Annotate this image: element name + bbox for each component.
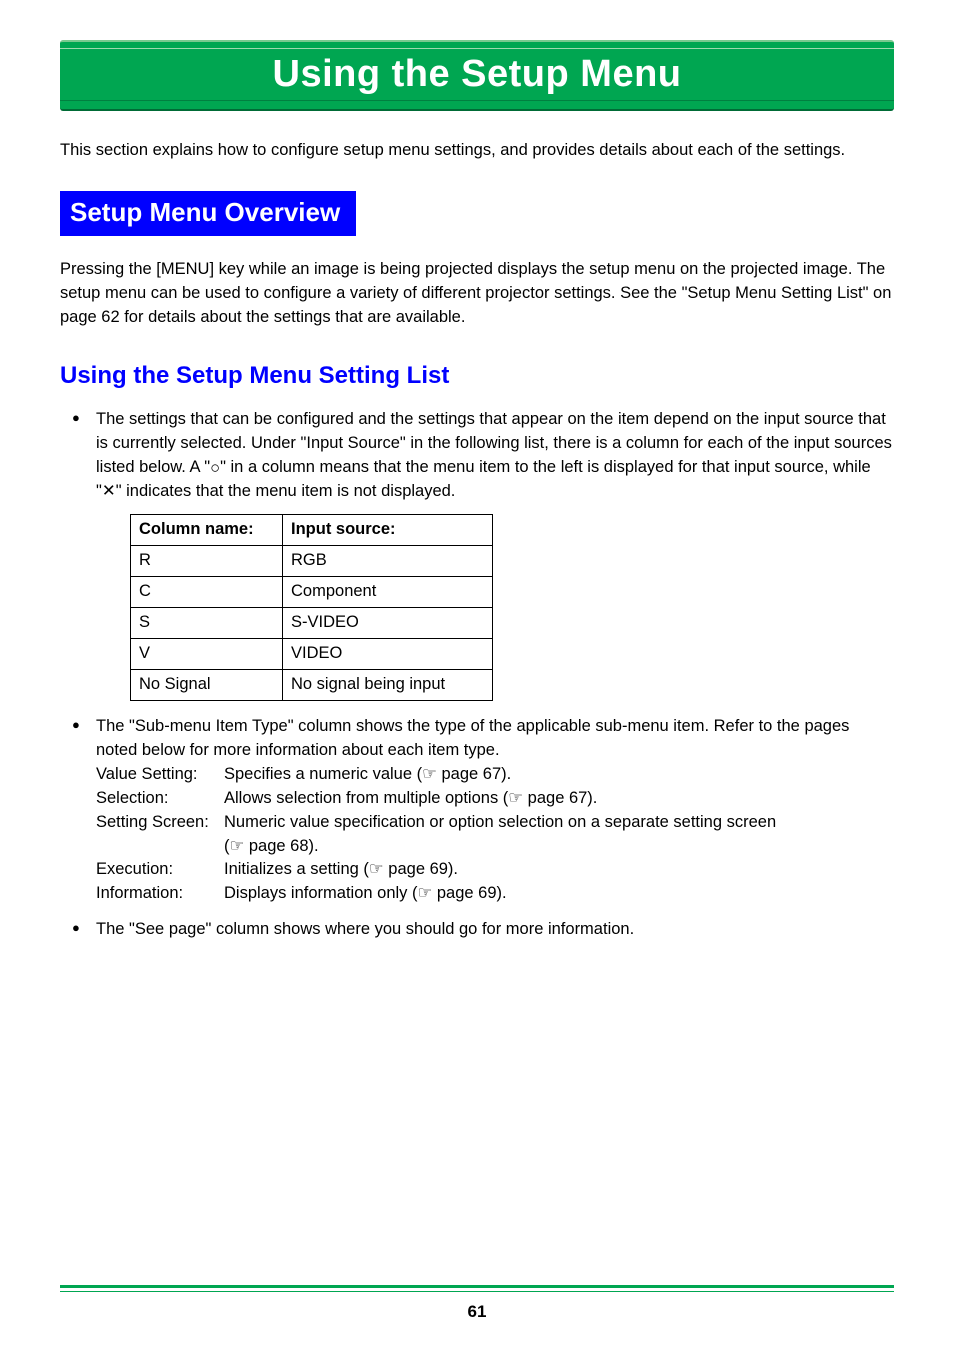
txt: Initializes a setting (: [224, 860, 369, 878]
type-label: Information:: [96, 882, 224, 906]
type-value: Initializes a setting (☞ page 69).: [224, 858, 894, 882]
subsection-heading: Using the Setup Menu Setting List: [60, 362, 894, 390]
type-row-information: Information: Displays information only (…: [96, 882, 894, 906]
table-header-col1: Column name:: [131, 515, 283, 546]
table-cell: RGB: [283, 546, 493, 577]
table-row: No SignalNo signal being input: [131, 669, 493, 700]
pointer-icon: ☞: [418, 884, 433, 902]
type-label: Execution:: [96, 858, 224, 882]
table-cell: S: [131, 608, 283, 639]
pointer-icon: ☞: [369, 860, 384, 878]
txt: page 69).: [432, 884, 506, 902]
type-label: Selection:: [96, 787, 224, 811]
type-label: Setting Screen:: [96, 811, 224, 835]
type-label: Value Setting:: [96, 763, 224, 787]
type-definitions: Value Setting: Specifies a numeric value…: [96, 763, 894, 907]
bullet2-intro: The "Sub-menu Item Type" column shows th…: [96, 715, 894, 763]
table-cell: R: [131, 546, 283, 577]
intro-text: This section explains how to configure s…: [60, 139, 894, 163]
type-row-setting-screen: Setting Screen: Numeric value specificat…: [96, 811, 894, 835]
txt: page 69).: [384, 860, 458, 878]
bullet-item-1: The settings that can be configured and …: [60, 408, 894, 701]
table-cell: C: [131, 577, 283, 608]
page-title: Using the Setup Menu: [60, 53, 894, 96]
page-title-banner: Using the Setup Menu: [60, 40, 894, 111]
txt: page 68).: [244, 837, 318, 855]
input-source-table: Column name: Input source: RRGB CCompone…: [130, 514, 493, 701]
page-footer: 61: [60, 1285, 894, 1322]
page-root: Using the Setup Menu This section explai…: [0, 0, 954, 1352]
table-header-row: Column name: Input source:: [131, 515, 493, 546]
type-row-setting-screen-cont: (☞ page 68).: [224, 835, 894, 859]
table-row: SS-VIDEO: [131, 608, 493, 639]
pointer-icon: ☞: [230, 837, 245, 855]
cross-symbol: ✕: [102, 482, 116, 500]
txt: page 67).: [523, 789, 597, 807]
bullet1-part-c: " indicates that the menu item is not di…: [116, 482, 456, 500]
table-cell: V: [131, 639, 283, 670]
type-value: Displays information only (☞ page 69).: [224, 882, 894, 906]
txt: Displays information only (: [224, 884, 418, 902]
txt: Allows selection from multiple options (: [224, 789, 508, 807]
pointer-icon: ☞: [508, 789, 523, 807]
type-row-execution: Execution: Initializes a setting (☞ page…: [96, 858, 894, 882]
type-value: Numeric value specification or option se…: [224, 811, 894, 835]
footer-rule-thick: [60, 1285, 894, 1288]
table-row: CComponent: [131, 577, 493, 608]
type-value: Allows selection from multiple options (…: [224, 787, 894, 811]
circle-symbol: ○: [210, 457, 220, 481]
table-cell: VIDEO: [283, 639, 493, 670]
bullet-item-3: The "See page" column shows where you sh…: [60, 918, 894, 942]
table-cell: No Signal: [131, 669, 283, 700]
footer-rule-thin: [60, 1291, 894, 1292]
banner-inner: Using the Setup Menu: [60, 48, 894, 101]
table-header-col2: Input source:: [283, 515, 493, 546]
type-value: Specifies a numeric value (☞ page 67).: [224, 763, 894, 787]
txt: page 67).: [437, 765, 511, 783]
section-heading: Setup Menu Overview: [60, 191, 356, 236]
type-row-selection: Selection: Allows selection from multipl…: [96, 787, 894, 811]
table-row: RRGB: [131, 546, 493, 577]
table-cell: S-VIDEO: [283, 608, 493, 639]
overview-text: Pressing the [MENU] key while an image i…: [60, 258, 894, 330]
table-row: VVIDEO: [131, 639, 493, 670]
pointer-icon: ☞: [422, 765, 437, 783]
page-number: 61: [60, 1302, 894, 1322]
bullet-list: The settings that can be configured and …: [60, 408, 894, 943]
table-cell: No signal being input: [283, 669, 493, 700]
bullet-item-2: The "Sub-menu Item Type" column shows th…: [60, 715, 894, 906]
txt: Specifies a numeric value (: [224, 765, 422, 783]
type-row-value-setting: Value Setting: Specifies a numeric value…: [96, 763, 894, 787]
table-cell: Component: [283, 577, 493, 608]
